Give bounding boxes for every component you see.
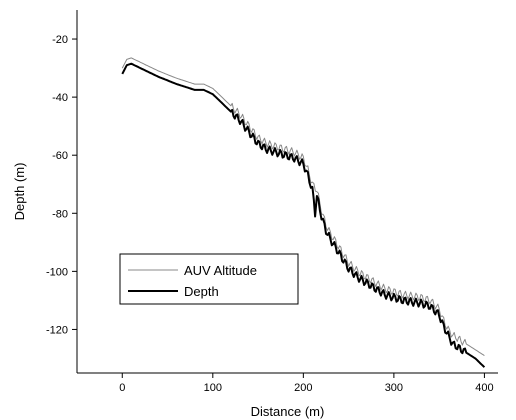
x-tick-label: 400 [475,382,493,394]
series-line-auv-altitude [121,57,485,357]
x-axis-title: Distance (m) [251,404,325,419]
legend: AUV Altitude Depth [119,253,299,305]
y-tick-label: -120 [46,324,68,336]
x-tick-label: 200 [294,382,312,394]
y-tick-label: -60 [52,150,68,162]
y-tick-label: -40 [52,92,68,104]
x-tick-label: 0 [119,382,125,394]
series-layer [121,57,486,368]
x-tick-label: 300 [385,382,403,394]
series-line-depth [121,62,486,368]
axes: 0 100 200 300 400 -20 -40 -60 -80 -100 -120 [46,10,498,394]
y-tick-label: -100 [46,266,68,278]
legend-box [119,253,299,305]
y-axis-title: Depth (m) [12,163,27,221]
y-tick-label: -20 [52,34,68,46]
legend-label-auv-altitude: AUV Altitude [184,263,257,278]
y-tick-label: -80 [52,208,68,220]
legend-label-depth: Depth [184,284,219,299]
x-tick-label: 100 [204,382,222,394]
